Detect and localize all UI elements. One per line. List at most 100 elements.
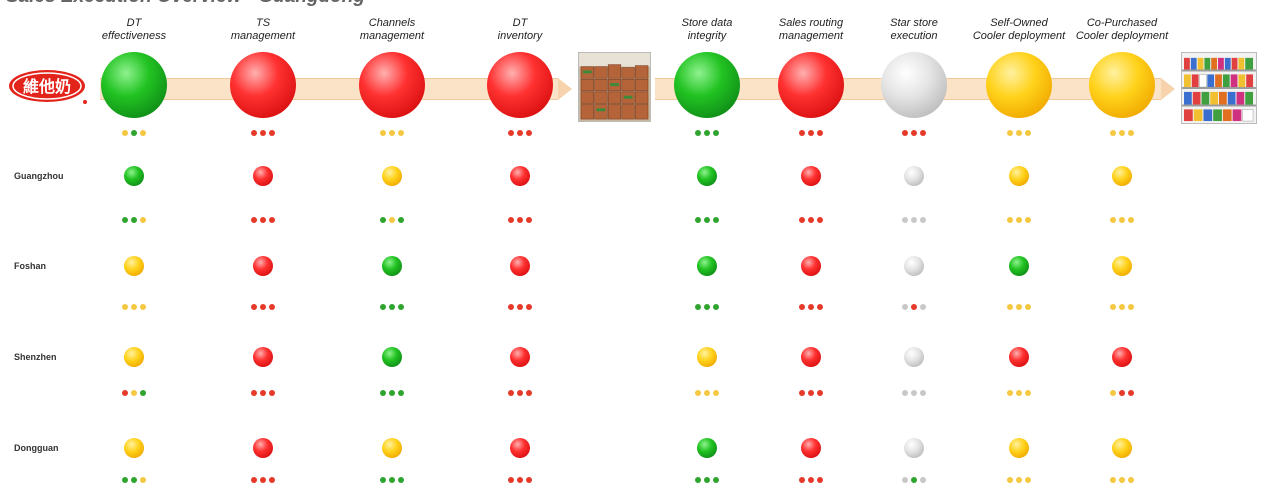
sub-indicator-dot xyxy=(1016,217,1022,223)
city-label: Guangzhou xyxy=(14,171,64,181)
sub-indicator-dot xyxy=(808,390,814,396)
sub-indicator-dot xyxy=(1119,217,1125,223)
sub-indicator-dot xyxy=(398,217,404,223)
sub-indicator-dot xyxy=(389,217,395,223)
sub-indicator-dot xyxy=(1025,217,1031,223)
sub-indicator-dot xyxy=(808,217,814,223)
sub-indicator-dot xyxy=(251,477,257,483)
sub-indicator-dot xyxy=(260,304,266,310)
city-sub-indicators xyxy=(251,217,275,223)
sub-indicator-dot xyxy=(389,477,395,483)
city-status-indicator xyxy=(510,438,530,458)
sub-indicator-dot xyxy=(920,217,926,223)
sub-indicator-dot xyxy=(260,477,266,483)
city-sub-indicators xyxy=(1007,477,1031,483)
city-sub-indicators xyxy=(1007,304,1031,310)
city-status-indicator xyxy=(124,347,144,367)
sub-indicator-dot xyxy=(808,130,814,136)
city-sub-indicators xyxy=(799,477,823,483)
sub-indicator-dot xyxy=(517,130,523,136)
city-sub-indicators xyxy=(122,390,146,396)
sub-indicator-dot xyxy=(817,130,823,136)
sub-indicator-dot xyxy=(122,477,128,483)
sub-indicator-dot xyxy=(260,217,266,223)
column-header: Channels management xyxy=(359,17,425,42)
overall-status-indicator xyxy=(881,52,947,118)
sub-indicator-dot xyxy=(508,217,514,223)
sub-indicator-dot xyxy=(517,390,523,396)
sub-indicator-dot xyxy=(140,304,146,310)
city-status-indicator xyxy=(382,256,402,276)
sub-indicator-dot xyxy=(704,390,710,396)
sub-indicator-dot xyxy=(1128,390,1134,396)
overall-status-indicator xyxy=(101,52,167,118)
city-sub-indicators xyxy=(695,304,719,310)
sub-indicator-dot xyxy=(704,477,710,483)
column-header: Sales routing management xyxy=(778,17,844,42)
sub-indicator-dot xyxy=(713,477,719,483)
city-status-indicator xyxy=(904,347,924,367)
city-status-indicator xyxy=(697,166,717,186)
store-shelf-photo xyxy=(1181,52,1257,124)
city-status-indicator xyxy=(253,347,273,367)
city-status-indicator xyxy=(1112,166,1132,186)
sub-indicator-dot xyxy=(122,130,128,136)
sub-indicator-dot xyxy=(251,130,257,136)
sub-indicator-dot xyxy=(131,477,137,483)
city-status-indicator xyxy=(801,438,821,458)
city-sub-indicators xyxy=(122,304,146,310)
city-label: Shenzhen xyxy=(14,352,57,362)
city-status-indicator xyxy=(801,256,821,276)
column-header: Co-Purchased Cooler deployment xyxy=(1075,17,1169,42)
overall-sub-indicators xyxy=(251,130,275,136)
sub-indicator-dot xyxy=(1128,304,1134,310)
sub-indicator-dot xyxy=(1007,304,1013,310)
sub-indicator-dot xyxy=(1110,477,1116,483)
sub-indicator-dot xyxy=(260,130,266,136)
sub-indicator-dot xyxy=(269,477,275,483)
sub-indicator-dot xyxy=(799,390,805,396)
city-sub-indicators xyxy=(1007,390,1031,396)
sub-indicator-dot xyxy=(902,477,908,483)
city-sub-indicators xyxy=(695,477,719,483)
sub-indicator-dot xyxy=(920,304,926,310)
city-status-indicator xyxy=(124,438,144,458)
city-status-indicator xyxy=(1009,347,1029,367)
column-header: DT inventory xyxy=(497,17,543,42)
city-status-indicator xyxy=(1009,438,1029,458)
city-status-indicator xyxy=(510,256,530,276)
sub-indicator-dot xyxy=(1007,477,1013,483)
sub-indicator-dot xyxy=(269,390,275,396)
sub-indicator-dot xyxy=(508,130,514,136)
sub-indicator-dot xyxy=(799,130,805,136)
sub-indicator-dot xyxy=(713,217,719,223)
city-status-indicator xyxy=(382,166,402,186)
sub-indicator-dot xyxy=(526,130,532,136)
city-status-indicator xyxy=(697,347,717,367)
sub-indicator-dot xyxy=(920,390,926,396)
sub-indicator-dot xyxy=(140,130,146,136)
sub-indicator-dot xyxy=(817,217,823,223)
sub-indicator-dot xyxy=(1119,477,1125,483)
sub-indicator-dot xyxy=(380,390,386,396)
column-header: DT effectiveness xyxy=(101,17,167,42)
overall-status-indicator xyxy=(487,52,553,118)
sub-indicator-dot xyxy=(526,217,532,223)
city-status-indicator xyxy=(1009,256,1029,276)
sub-indicator-dot xyxy=(389,390,395,396)
sub-indicator-dot xyxy=(902,217,908,223)
overall-sub-indicators xyxy=(380,130,404,136)
sub-indicator-dot xyxy=(517,304,523,310)
sub-indicator-dot xyxy=(380,217,386,223)
sub-indicator-dot xyxy=(508,477,514,483)
sub-indicator-dot xyxy=(695,477,701,483)
sub-indicator-dot xyxy=(517,217,523,223)
sub-indicator-dot xyxy=(695,130,701,136)
sub-indicator-dot xyxy=(269,130,275,136)
overall-sub-indicators xyxy=(1007,130,1031,136)
city-label: Dongguan xyxy=(14,443,59,453)
page-title: Sales Execution Overview - Guangdong xyxy=(6,0,365,8)
city-status-indicator xyxy=(382,347,402,367)
sub-indicator-dot xyxy=(808,477,814,483)
city-status-indicator xyxy=(697,438,717,458)
